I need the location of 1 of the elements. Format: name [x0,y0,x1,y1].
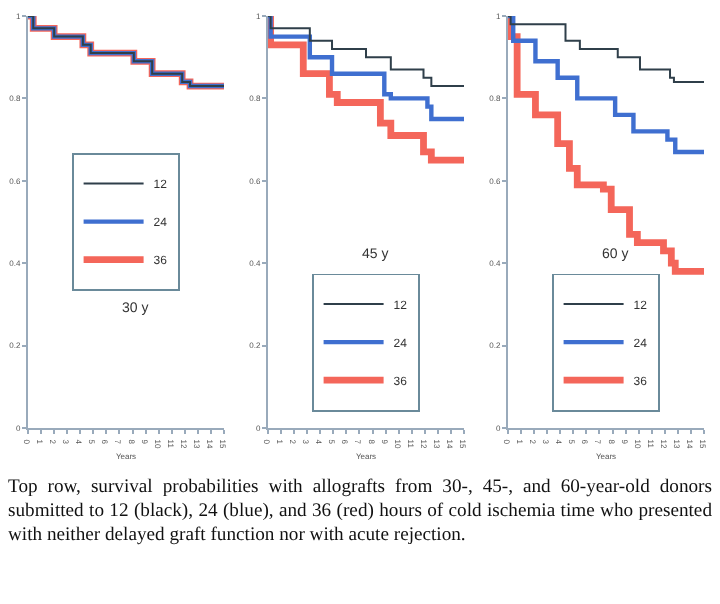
text: Top row, survival probabilities with allografts from 30-, 45-, and 60-year-old donors submitted to 12 (black), 24 (blue), and 36 (red) hours of cold ischemia time who presented with neither delayed graft function nor with acute rejection. [8,476,712,548]
